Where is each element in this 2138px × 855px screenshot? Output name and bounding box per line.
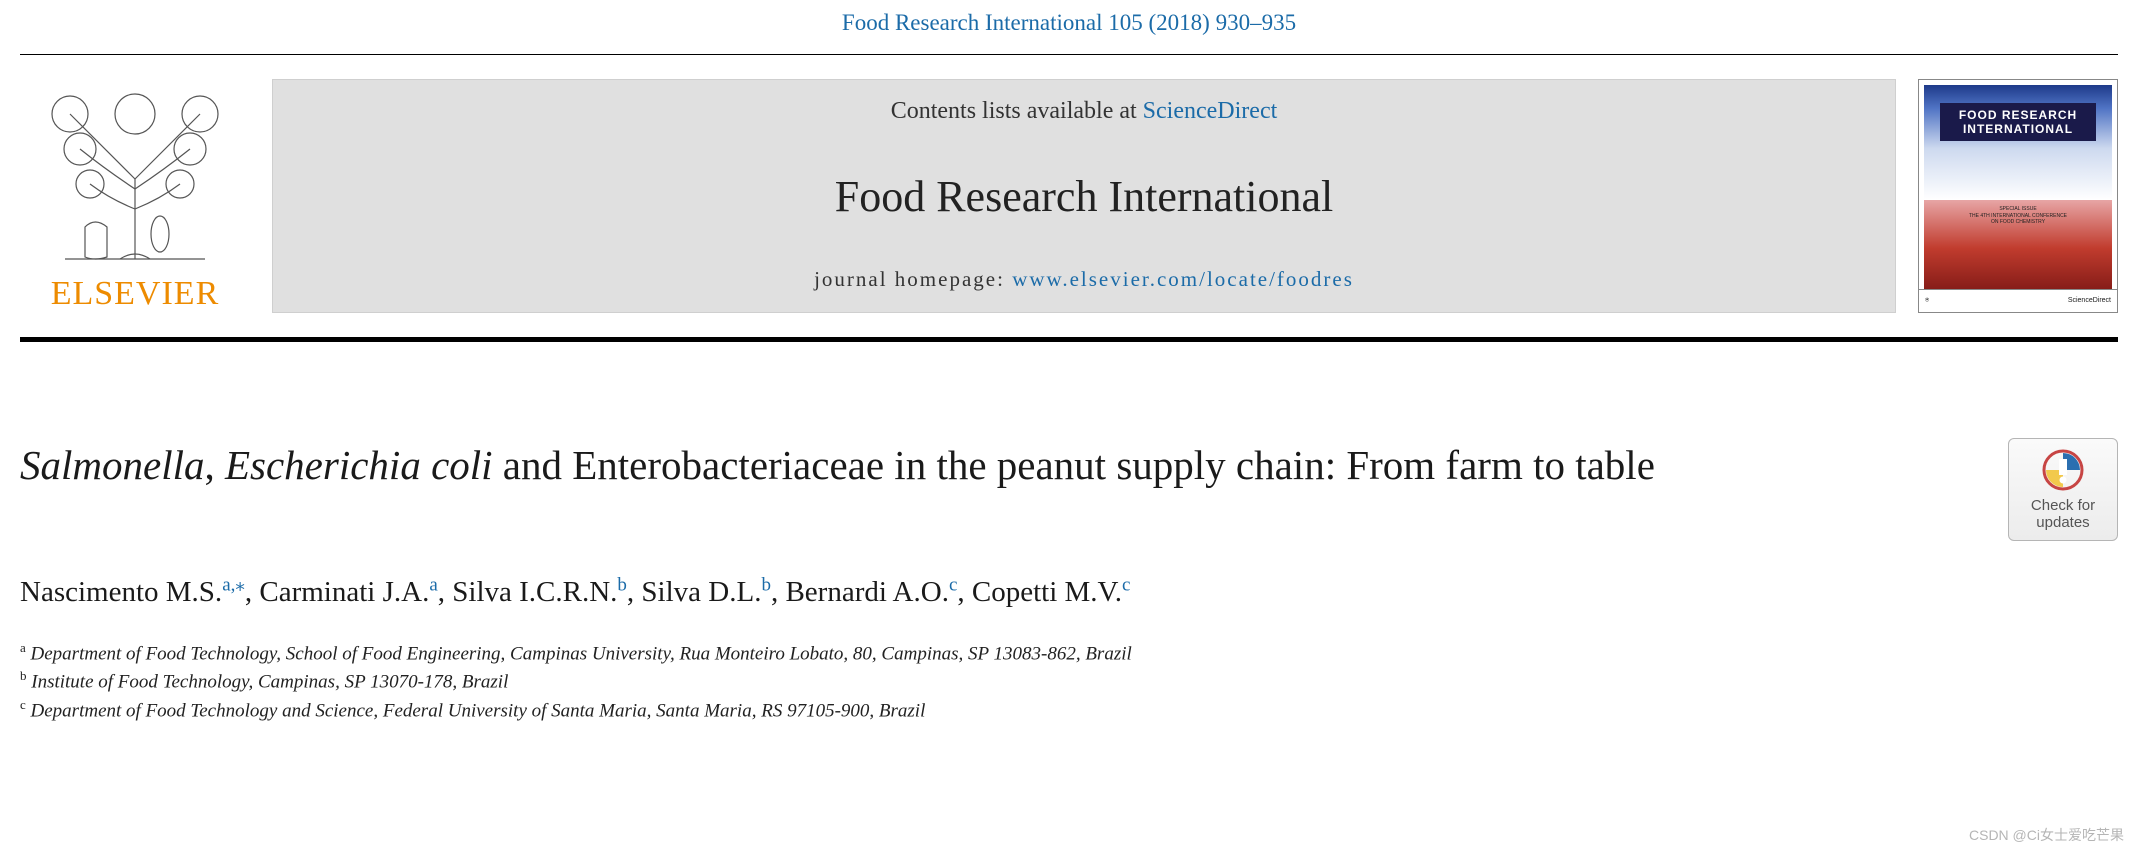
author-affil-sup[interactable]: b — [761, 574, 771, 595]
author-affil-sup[interactable]: c — [1122, 574, 1130, 595]
check-updates-line2: updates — [2015, 514, 2111, 531]
title-italic-1: Salmonella — [20, 442, 204, 488]
affil-key: b — [20, 668, 27, 683]
author-name: Nascimento M.S. — [20, 576, 222, 608]
title-rest: and Enterobacteriaceae in the peanut sup… — [493, 442, 1655, 488]
affiliation: b Institute of Food Technology, Campinas… — [20, 667, 2118, 696]
citation-line: Food Research International 105 (2018) 9… — [20, 0, 2118, 54]
author-name: Bernardi A.O. — [785, 576, 949, 608]
author-name: Silva D.L. — [641, 576, 761, 608]
cover-title-line1: FOOD RESEARCH — [1944, 108, 2092, 122]
author-affil-sup[interactable]: c — [949, 574, 957, 595]
author-affil-sup[interactable]: a — [429, 574, 437, 595]
check-updates-line1: Check for — [2015, 497, 2111, 514]
cover-footer: ⍟ ScienceDirect — [1919, 289, 2117, 311]
journal-panel: Contents lists available at ScienceDirec… — [272, 79, 1896, 313]
author: Silva I.C.R.N.b — [452, 576, 627, 608]
thick-rule — [20, 337, 2118, 342]
affil-text: Institute of Food Technology, Campinas, … — [31, 672, 508, 693]
header-band: ELSEVIER Contents lists available at Sci… — [20, 79, 2118, 313]
check-updates-button[interactable]: Check for updates — [2008, 438, 2118, 541]
author-name: Carminati J.A. — [259, 576, 429, 608]
author: Bernardi A.O.c — [785, 576, 957, 608]
watermark: CSDN @Ci女士爱吃芒果 — [1969, 825, 2124, 845]
homepage-line: journal homepage: www.elsevier.com/locat… — [814, 267, 1354, 292]
author-name: Copetti M.V. — [972, 576, 1122, 608]
affiliation: c Department of Food Technology and Scie… — [20, 696, 2118, 725]
elsevier-tree-logo — [35, 79, 235, 269]
author-affil-sup[interactable]: b — [617, 574, 627, 595]
cover-footer-logo: ⍟ — [1925, 297, 1929, 305]
author: Copetti M.V.c — [972, 576, 1131, 608]
title-italic-2: Escherichia coli — [225, 442, 493, 488]
affil-key: c — [20, 697, 26, 712]
publisher-wordmark: ELSEVIER — [51, 275, 220, 313]
crossmark-icon — [2042, 449, 2084, 491]
affil-text: Department of Food Technology and Scienc… — [31, 701, 926, 722]
cover-bottom-gradient: SPECIAL ISSUETHE 4TH INTERNATIONAL CONFE… — [1924, 200, 2112, 307]
author: Carminati J.A.a — [259, 576, 437, 608]
contents-line: Contents lists available at ScienceDirec… — [891, 98, 1278, 125]
cover-footer-right: ScienceDirect — [2068, 297, 2111, 304]
author-affil-sup[interactable]: a, — [222, 574, 235, 595]
affil-text: Department of Food Technology, School of… — [31, 643, 1132, 664]
cover-top-gradient: FOOD RESEARCH INTERNATIONAL — [1924, 85, 2112, 200]
affiliation: a Department of Food Technology, School … — [20, 639, 2118, 668]
corresponding-star[interactable]: ⁎ — [235, 574, 245, 595]
publisher-block: ELSEVIER — [20, 79, 250, 313]
sciencedirect-link[interactable]: ScienceDirect — [1143, 98, 1278, 124]
affiliations: a Department of Food Technology, School … — [20, 639, 2118, 726]
journal-name: Food Research International — [835, 145, 1334, 248]
author-name: Silva I.C.R.N. — [452, 576, 617, 608]
journal-cover: FOOD RESEARCH INTERNATIONAL SPECIAL ISSU… — [1918, 79, 2118, 313]
cover-title: FOOD RESEARCH INTERNATIONAL — [1940, 103, 2096, 141]
authors-line: Nascimento M.S.a,⁎, Carminati J.A.a, Sil… — [20, 571, 2118, 613]
homepage-link[interactable]: www.elsevier.com/locate/foodres — [1012, 267, 1354, 291]
author: Silva D.L.b — [641, 576, 771, 608]
cover-title-line2: INTERNATIONAL — [1944, 122, 2092, 136]
title-sep-1: , — [204, 442, 225, 488]
contents-prefix: Contents lists available at — [891, 98, 1143, 124]
cover-small-text: SPECIAL ISSUETHE 4TH INTERNATIONAL CONFE… — [1924, 206, 2112, 226]
affil-key: a — [20, 640, 26, 655]
top-rule — [20, 54, 2118, 55]
author: Nascimento M.S.a,⁎ — [20, 576, 245, 608]
homepage-prefix: journal homepage: — [814, 267, 1012, 291]
article-title-row: Salmonella, Escherichia coli and Enterob… — [20, 438, 2118, 541]
article-title: Salmonella, Escherichia coli and Enterob… — [20, 438, 1968, 493]
